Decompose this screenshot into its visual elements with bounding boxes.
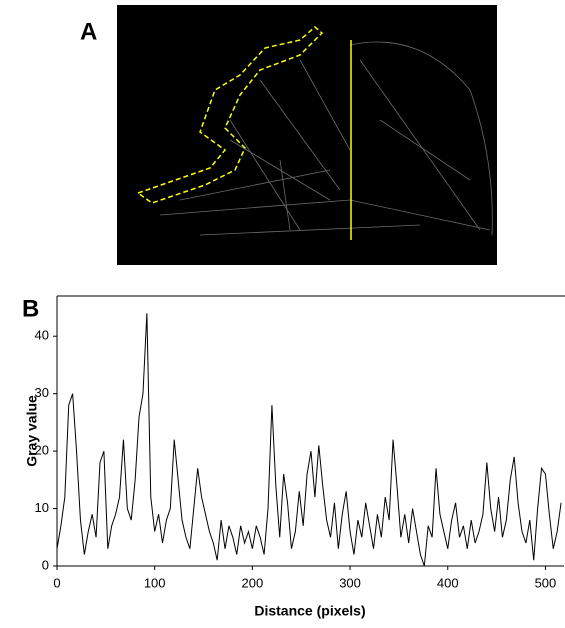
panel-label: B xyxy=(22,295,39,322)
x-tick-label: 400 xyxy=(437,575,459,590)
x-tick-label: 500 xyxy=(535,575,557,590)
y-tick-label: 0 xyxy=(42,557,49,572)
x-tick-label: 200 xyxy=(242,575,264,590)
x-tick-label: 100 xyxy=(144,575,166,590)
micrograph xyxy=(117,5,497,265)
x-tick-label: 300 xyxy=(339,575,361,590)
x-tick-label: 0 xyxy=(53,575,60,590)
panel-label: A xyxy=(80,18,97,45)
y-tick-label: 40 xyxy=(35,328,49,343)
y-tick-label: 10 xyxy=(35,500,49,515)
roi-outline xyxy=(136,26,324,204)
fibers xyxy=(159,41,493,236)
y-tick-label: 30 xyxy=(35,385,49,400)
image-background xyxy=(117,5,497,265)
y-tick-label: 20 xyxy=(35,443,49,458)
x-axis-title: Distance (pixels) xyxy=(254,603,365,619)
data-line xyxy=(56,313,562,567)
y-axis-title: Gray value xyxy=(24,395,40,467)
